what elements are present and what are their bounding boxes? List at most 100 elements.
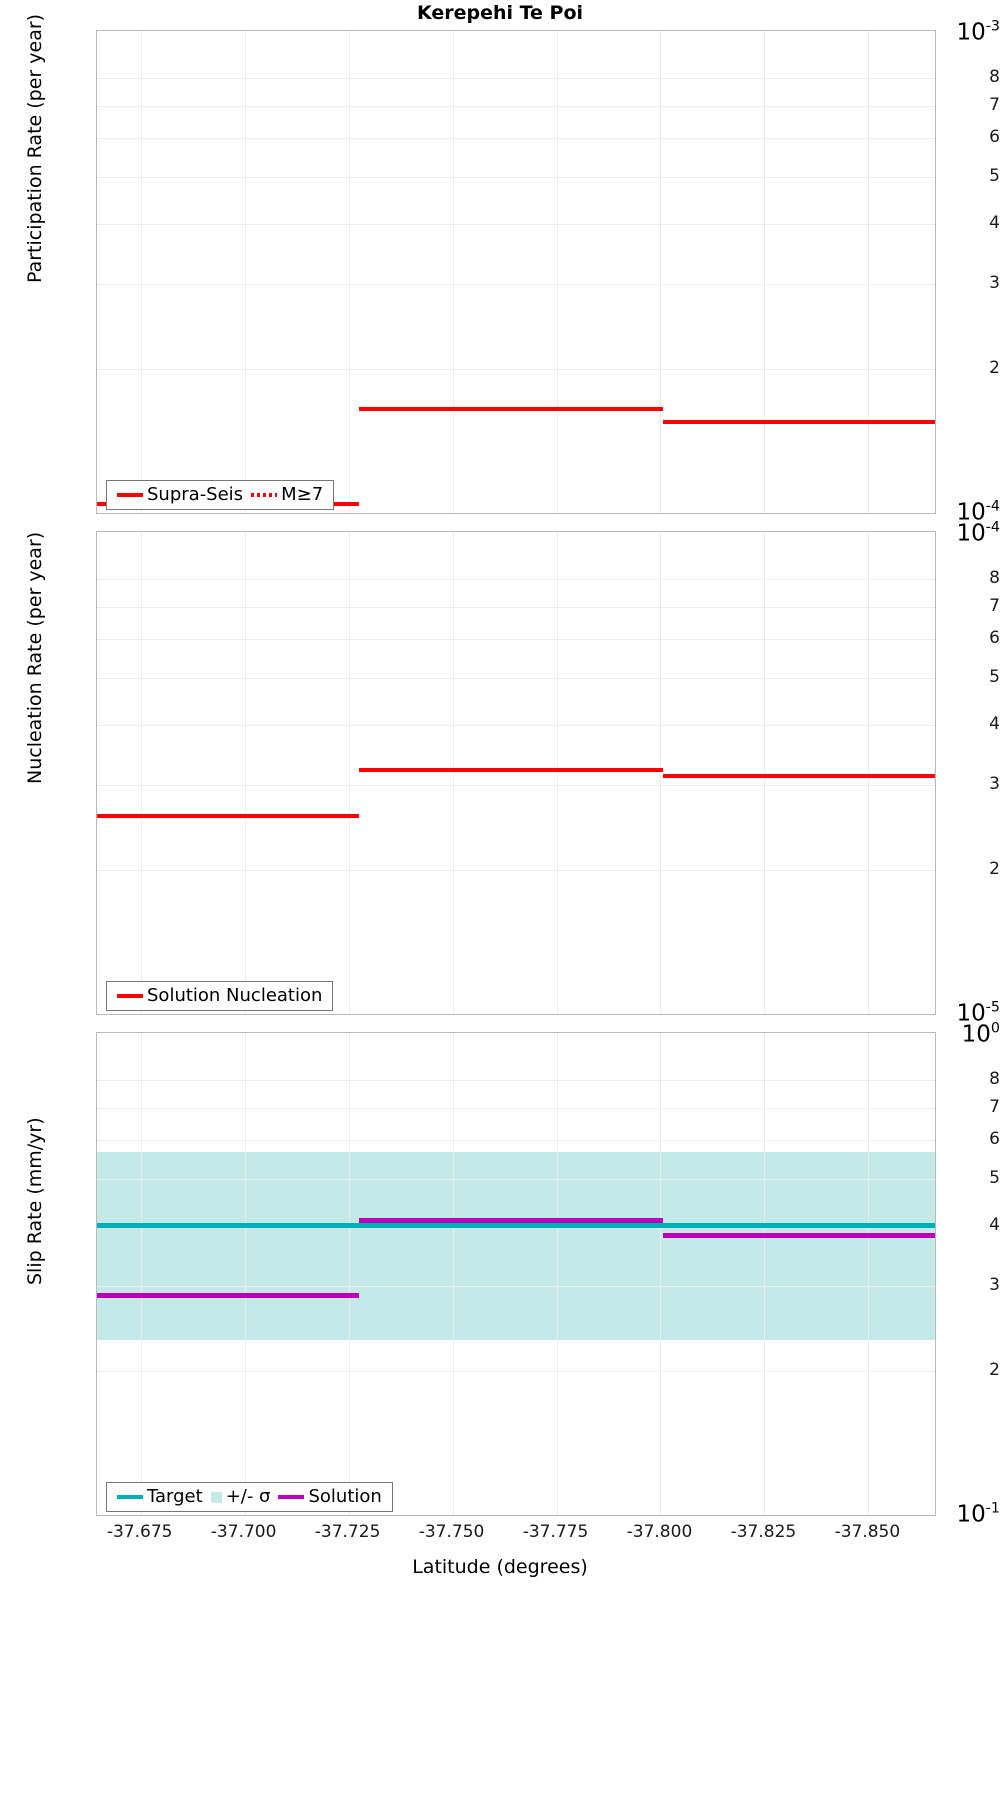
chart-legend[interactable]: Supra-Seis M≥7 [106, 480, 335, 510]
gridline-vertical [140, 1033, 142, 1515]
x-axis-tick-label: -37.800 [626, 1522, 693, 1542]
x-axis-tick-label: -37.725 [314, 1522, 381, 1542]
gridline-vertical [452, 532, 454, 1014]
chart-legend[interactable]: Solution Nucleation [106, 981, 334, 1011]
gridline-vertical [764, 532, 766, 1014]
gridline-vertical [764, 31, 766, 513]
y-axis-top-label: 10-4 [956, 519, 1000, 547]
y-axis-tick-label: 3 [989, 1275, 1000, 1296]
plot-area [96, 531, 936, 1015]
page-title: Kerepehi Te Poi [416, 2, 584, 24]
y-axis-tick-label: 6 [989, 1129, 1000, 1150]
x-axis-tick-label: -37.775 [522, 1522, 589, 1542]
series-segment [662, 774, 935, 779]
y-axis-tick-label: 6 [989, 628, 1000, 649]
gridline-horizontal [97, 1140, 935, 1142]
sigma-band [97, 1151, 935, 1341]
gridline-horizontal [97, 369, 935, 371]
legend-item[interactable]: Solution Nucleation [113, 987, 326, 1005]
y-axis-bottom-label: 10-1 [956, 1500, 1000, 1528]
y-axis-tick-label: 4 [989, 212, 1000, 233]
gridline-horizontal [97, 677, 935, 679]
x-axis-title: Latitude (degrees) [412, 1556, 588, 1578]
legend-swatch-line [117, 994, 143, 998]
gridline-vertical [244, 31, 246, 513]
series-segment [358, 1217, 663, 1223]
y-axis-tick-label: 7 [989, 595, 1000, 616]
gridline-horizontal [97, 639, 935, 641]
legend-swatch-patch [210, 1491, 222, 1503]
gridline-horizontal [97, 223, 935, 225]
y-axis-tick-label: 3 [989, 774, 1000, 795]
x-axis-tick-label: -37.700 [210, 1522, 277, 1542]
y-axis-bottom-label: 10-4 [956, 498, 1000, 526]
gridline-vertical [868, 532, 870, 1014]
series-segment [97, 1223, 935, 1229]
y-axis-tick-label: 5 [989, 1167, 1000, 1188]
legend-swatch-line [117, 493, 143, 497]
y-axis-tick-label: 8 [989, 567, 1000, 588]
legend-item[interactable]: Supra-Seis [113, 486, 247, 504]
gridline-vertical [868, 1033, 870, 1515]
gridline-horizontal [97, 1079, 935, 1081]
legend-item-label: Target [147, 1486, 203, 1507]
y-axis-tick-label: 8 [989, 66, 1000, 87]
gridline-vertical [868, 31, 870, 513]
y-axis-tick-label: 2 [989, 358, 1000, 379]
legend-item-label: Supra-Seis [147, 484, 244, 505]
gridline-vertical [556, 31, 558, 513]
gridline-vertical [140, 31, 142, 513]
y-axis-tick-label: 8 [989, 1068, 1000, 1089]
gridline-horizontal [97, 284, 935, 286]
gridline-vertical [452, 31, 454, 513]
y-axis-bottom-label: 10-5 [956, 999, 1000, 1027]
gridline-horizontal [97, 785, 935, 787]
gridline-horizontal [97, 1286, 935, 1288]
legend-item[interactable]: M≥7 [247, 486, 327, 504]
legend-swatch-line [117, 1495, 143, 1499]
gridline-vertical [244, 532, 246, 1014]
x-axis-tick-label: -37.850 [834, 1522, 901, 1542]
legend-item-label: Solution Nucleation [147, 985, 323, 1006]
y-axis-top-label: 10-3 [956, 18, 1000, 46]
gridline-vertical [452, 1033, 454, 1515]
legend-item[interactable]: Solution [274, 1488, 385, 1506]
gridline-vertical [348, 532, 350, 1014]
gridline-horizontal [97, 105, 935, 107]
y-axis-tick-label: 6 [989, 127, 1000, 148]
legend-item-label: Solution [308, 1486, 382, 1507]
gridline-horizontal [97, 578, 935, 580]
gridline-horizontal [97, 1371, 935, 1373]
gridline-vertical [660, 31, 662, 513]
x-axis-tick-label: -37.675 [106, 1522, 173, 1542]
series-segment [97, 813, 359, 818]
legend-item-label: +/- σ [225, 1486, 271, 1507]
series-segment [358, 407, 663, 412]
y-axis-tick-label: 4 [989, 1214, 1000, 1235]
y-axis-tick-label: 3 [989, 273, 1000, 294]
legend-item[interactable]: Target [113, 1488, 207, 1506]
y-axis-tick-label: 4 [989, 713, 1000, 734]
gridline-vertical [660, 532, 662, 1014]
series-segment [97, 1292, 359, 1298]
chart-legend[interactable]: Target +/- σ Solution [106, 1482, 393, 1512]
legend-item-label: M≥7 [281, 484, 324, 505]
gridline-horizontal [97, 1107, 935, 1109]
gridline-vertical [556, 1033, 558, 1515]
y-axis-tick-label: 7 [989, 94, 1000, 115]
gridline-horizontal [97, 176, 935, 178]
x-axis-tick-label: -37.825 [730, 1522, 797, 1542]
y-axis-tick-label: 7 [989, 1096, 1000, 1117]
y-axis-tick-label: 2 [989, 859, 1000, 880]
y-axis-tick-label: 2 [989, 1360, 1000, 1381]
legend-item[interactable]: +/- σ [207, 1488, 275, 1506]
y-axis-tick-label: 5 [989, 165, 1000, 186]
gridline-vertical [140, 532, 142, 1014]
gridline-vertical [244, 1033, 246, 1515]
gridline-horizontal [97, 724, 935, 726]
y-axis-top-label: 100 [961, 1020, 1000, 1048]
